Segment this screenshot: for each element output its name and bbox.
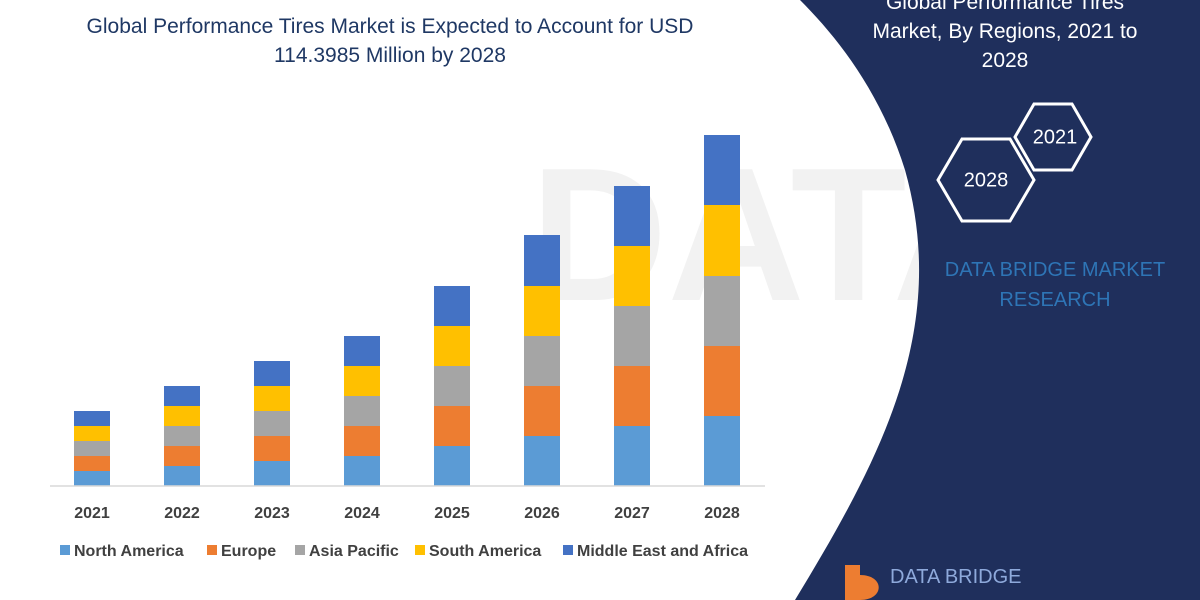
bar-segment xyxy=(74,456,110,471)
hexagon-label: 2028 xyxy=(964,169,1009,191)
bar-segment xyxy=(164,386,200,406)
bar-segment xyxy=(704,346,740,416)
bar-segment xyxy=(524,386,560,436)
logo-icon xyxy=(845,565,879,600)
bar-segment xyxy=(164,406,200,426)
bar-segment xyxy=(704,416,740,486)
side-title: Global Performance Tires Market, By Regi… xyxy=(872,0,1138,72)
x-tick-label: 2023 xyxy=(254,505,290,522)
bar-segment xyxy=(344,366,380,396)
bar-segment xyxy=(74,441,110,456)
legend-label: South America xyxy=(429,543,541,560)
bar-segment xyxy=(524,336,560,386)
bar-segment xyxy=(164,446,200,466)
bar-segment xyxy=(614,306,650,366)
bar-segment xyxy=(524,235,560,286)
x-tick-label: 2021 xyxy=(74,505,110,522)
legend-label: Asia Pacific xyxy=(309,543,399,560)
legend-swatch xyxy=(563,545,573,555)
x-tick-label: 2027 xyxy=(614,505,650,522)
x-tick-label: 2026 xyxy=(524,505,560,522)
bar-segment xyxy=(434,286,470,326)
bar-segment xyxy=(434,366,470,406)
bar-segment xyxy=(344,396,380,426)
legend-swatch xyxy=(207,545,217,555)
bar-segment xyxy=(524,436,560,486)
bar-segment xyxy=(254,461,290,486)
bar-segment xyxy=(74,426,110,441)
hexagon xyxy=(936,137,1036,223)
hexagon-label: 2021 xyxy=(1033,126,1078,148)
chart: 2021 2022 2023 2024 2025 2026 2027 2028 North Am… xyxy=(50,135,765,560)
bar-segment xyxy=(704,276,740,346)
bar-segment xyxy=(164,466,200,486)
bar-segment xyxy=(704,135,740,205)
bar-segment xyxy=(434,406,470,446)
bar-segment xyxy=(254,361,290,386)
bar-segment xyxy=(344,426,380,456)
bar-segment xyxy=(164,426,200,446)
bar-segment xyxy=(434,326,470,366)
legend-swatch xyxy=(295,545,305,555)
legend-label: Middle East and Africa xyxy=(577,543,748,560)
bar-segment xyxy=(344,456,380,486)
legend-swatch xyxy=(60,545,70,555)
bar-segment xyxy=(74,471,110,486)
x-tick-label: 2025 xyxy=(434,505,470,522)
bar-segment xyxy=(614,186,650,246)
brand-text: DATA BRIDGE MARKET RESEARCH xyxy=(944,259,1166,311)
legend-label: Europe xyxy=(221,543,276,560)
x-tick-label: 2024 xyxy=(344,505,380,522)
bar-segment xyxy=(254,411,290,436)
legend-swatch xyxy=(415,545,425,555)
bar-segment xyxy=(344,336,380,366)
bar-segment xyxy=(434,446,470,486)
hexagon xyxy=(1013,102,1093,172)
chart-title: Global Performance Tires Market is Expec… xyxy=(86,15,694,67)
bar-segment xyxy=(254,436,290,461)
legend-label: North America xyxy=(74,543,184,560)
bar-segment xyxy=(614,426,650,486)
bar-segment xyxy=(614,366,650,426)
x-tick-label: 2028 xyxy=(704,505,740,522)
bar-segment xyxy=(524,286,560,336)
side-panel-bg xyxy=(795,0,1200,600)
bar-segment xyxy=(704,205,740,276)
logo-text: DATA BRIDGE xyxy=(890,566,1022,588)
x-tick-label: 2022 xyxy=(164,505,200,522)
bar-segment xyxy=(614,246,650,306)
bar-segment xyxy=(74,411,110,426)
bar-segment xyxy=(254,386,290,411)
